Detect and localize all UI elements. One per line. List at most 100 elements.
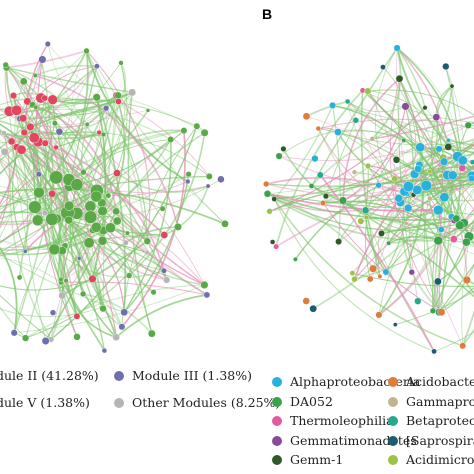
positive-edge (53, 132, 100, 250)
network-node (28, 200, 42, 214)
network-node (320, 200, 326, 206)
positive-edge (0, 278, 93, 291)
network-node (458, 164, 466, 172)
positive-edge (332, 104, 474, 150)
panel-b-nodes (263, 44, 474, 355)
positive-edge (123, 174, 190, 313)
network-node (457, 155, 468, 166)
network-node (147, 329, 156, 338)
positive-edge (401, 193, 442, 313)
negative-edge (318, 118, 474, 130)
saprospirae-dot-icon (388, 435, 398, 446)
network-node (427, 196, 433, 202)
positive-edge (433, 331, 474, 352)
network-node (163, 276, 171, 284)
positive-edge (0, 140, 12, 144)
network-node (44, 41, 51, 48)
network-node (77, 256, 82, 261)
panel-b-label: B (262, 6, 273, 22)
alphaproteobacteria-dot-icon (272, 377, 282, 387)
positive-edge (362, 90, 474, 123)
network-node (351, 276, 358, 283)
network-node (33, 187, 45, 199)
legend-item-da052: DA052 (272, 394, 333, 410)
network-node (432, 113, 441, 121)
network-node (38, 55, 47, 64)
positive-edge (52, 98, 197, 127)
positive-edge (0, 257, 62, 284)
legend-label: Thermoleophilia (290, 413, 394, 428)
positive-edge (0, 108, 172, 141)
network-node (380, 64, 386, 70)
positive-edge (0, 159, 63, 252)
network-node (439, 157, 449, 166)
network-node (464, 121, 472, 129)
network-node (20, 128, 28, 137)
network-node (125, 230, 130, 236)
positive-edge (76, 92, 133, 214)
network-node (462, 276, 471, 285)
network-node (112, 333, 120, 341)
network-node (302, 112, 311, 121)
network-node (100, 131, 107, 138)
positive-edge (56, 66, 98, 250)
negative-edge (342, 78, 401, 202)
network-node (422, 105, 428, 111)
network-node (395, 74, 404, 83)
network-node (64, 215, 73, 225)
network-node (302, 297, 310, 305)
positive-edge (385, 106, 414, 273)
network-node (401, 137, 407, 143)
gemmatimonadetes-dot-icon (272, 435, 282, 446)
positive-edge (337, 131, 409, 209)
network-node (118, 323, 126, 331)
negative-edge (86, 50, 151, 242)
network-node (10, 329, 18, 337)
positive-edge (317, 128, 366, 211)
network-node (363, 214, 369, 220)
network-node (394, 194, 403, 203)
network-node (392, 156, 401, 164)
legend-label: DA052 (290, 393, 333, 409)
network-node (11, 104, 23, 116)
network-node (48, 189, 57, 198)
positive-edge (381, 219, 455, 235)
network-node (316, 171, 324, 179)
positive-edge (0, 129, 185, 214)
legend-item-thermoleophilia: Thermoleophilia (272, 413, 394, 429)
negative-edge (34, 74, 179, 228)
legend-item-module-iii: Module III (1.38%) (114, 368, 252, 384)
network-node (200, 280, 209, 289)
da052-dot-icon (272, 396, 282, 407)
negative-edge (319, 174, 435, 352)
positive-edge (71, 62, 126, 213)
positive-edge (25, 252, 148, 339)
positive-edge (64, 62, 128, 247)
network-node (19, 77, 28, 86)
positive-edge (10, 141, 36, 208)
positive-edge (6, 67, 68, 251)
legend-item-module-v: dule V (1.38%) (0, 395, 90, 411)
network-node (150, 289, 157, 296)
network-node (349, 270, 356, 276)
network-node (468, 175, 474, 182)
network-node (369, 264, 378, 273)
network-node (452, 214, 461, 223)
positive-edge (417, 153, 474, 170)
network-node (351, 169, 358, 175)
acidobacteria-dot-icon (388, 377, 398, 387)
network-node (23, 97, 32, 106)
legend-item-saprospirae: [Saprospira (388, 433, 474, 449)
positive-edge (398, 78, 413, 273)
network-node (431, 348, 437, 355)
network-node (7, 137, 16, 146)
network-node (412, 184, 423, 195)
negative-edge (266, 176, 439, 211)
network-node (49, 170, 64, 185)
network-node (420, 180, 432, 192)
network-node (446, 137, 451, 143)
positive-edge (0, 294, 52, 340)
network-node (357, 217, 365, 225)
network-node (266, 208, 273, 215)
network-node (161, 267, 167, 274)
